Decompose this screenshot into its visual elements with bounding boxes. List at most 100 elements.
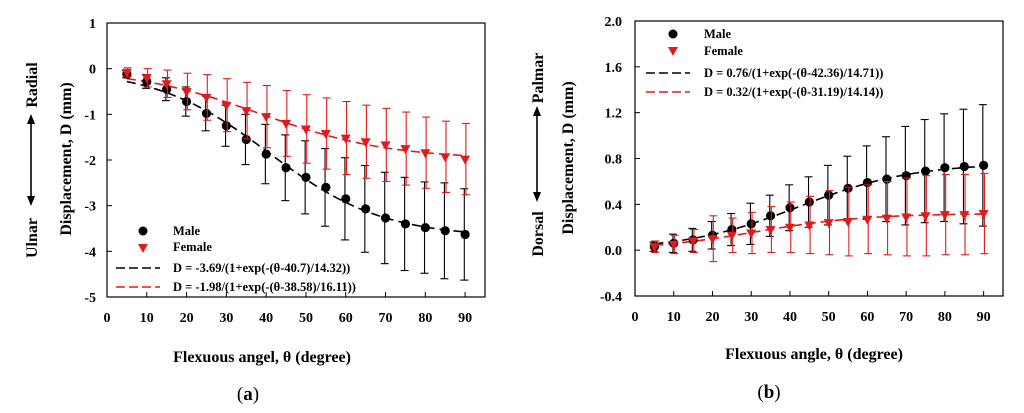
panel-a-point-female (241, 107, 252, 117)
panel-b-x-tick-label: 60 (860, 310, 874, 325)
panel-a-double-arrow-icon (27, 114, 35, 206)
panel-b-y-tick-label: 1.2 (605, 107, 623, 122)
panel-b-y-tick-label: -0.4 (600, 290, 622, 305)
panel-b-point-female (959, 211, 970, 221)
panel-b-x-tick-label: 90 (977, 310, 991, 325)
panel-a-point-female (261, 113, 272, 123)
panel-a-point-female (440, 153, 451, 163)
panel-b-point-male (959, 161, 969, 172)
panel-a-point-female (340, 134, 351, 144)
panel-a-x-tick-label: 60 (339, 311, 353, 326)
panel-b-point-female (668, 240, 679, 250)
panel-a-point-female (400, 145, 411, 155)
panel-a-legend-male-label: Male (173, 224, 201, 238)
panel-b-point-male (765, 211, 776, 221)
panel-a-side-label-ulnar: Ulnar (24, 218, 41, 258)
panel-b-side-label-palmar: Palmar (530, 53, 547, 104)
panel-a-point-female (320, 130, 331, 140)
panel-b-point-male (979, 160, 989, 170)
panel-a-caption: (a) (237, 384, 259, 405)
panel-b-legend: Male Female D = 0.76/(1+exp(-(θ-42.36)/1… (646, 27, 883, 99)
panel-a-y-tick-label: 1 (89, 17, 96, 32)
panel-b-point-female (939, 211, 950, 221)
panel-b-point-female (746, 229, 757, 239)
panel-a-legend-fit-male-label: D = -3.69/(1+exp(-(θ-40.7)/14.32)) (173, 261, 350, 275)
panel-a-point-male (420, 222, 430, 233)
panel-a-x-tick-label: 0 (104, 311, 111, 326)
panel-b-x-tick-label: 80 (938, 310, 952, 325)
panel-b-caption: (b) (757, 382, 780, 403)
panel-a-point-male (221, 121, 231, 131)
panel-a-point-female (141, 74, 152, 84)
panel-b-legend-female-marker (668, 47, 678, 56)
panel-b-y-tick-label: 0.8 (605, 153, 623, 168)
panel-a-legend-female-marker (138, 244, 148, 253)
panel-a-point-female (201, 93, 212, 103)
panel-b-x-tick-label: 30 (744, 310, 758, 325)
panel-b-point-male (901, 171, 911, 181)
panel-a-axes: 0 10 20 30 40 50 60 70 80 90 -5 -4 -3 -2 -1 0 1 (84, 17, 486, 326)
panel-a-point-male (181, 96, 192, 107)
panel-a-chart: 0 10 20 30 40 50 60 70 80 90 -5 -4 -3 -2 -1 0 1 Flexuous… (24, 17, 486, 405)
panel-a-y-tick-label: 0 (89, 63, 96, 78)
panel-b-legend-male-label: Male (704, 27, 732, 41)
panel-a-point-male (380, 213, 391, 223)
panel-a-point-female (121, 68, 132, 78)
panel-a-point-male (440, 226, 450, 236)
panel-a-y-tick-label: -2 (84, 154, 96, 169)
panel-b-point-female (688, 237, 699, 247)
panel-a-plot-frame (106, 22, 486, 298)
panel-b-legend-male-marker (668, 29, 678, 39)
panel-b-x-tick-label: 20 (705, 310, 719, 325)
panel-b-y-tick-label: 0.0 (605, 244, 623, 259)
panel-b-point-female (765, 226, 776, 236)
panel-b-x-tick-label: 40 (783, 310, 797, 325)
panel-b-point-male (824, 190, 834, 200)
panel-a-x-tick-label: 40 (259, 311, 273, 326)
panel-a-x-tick-label: 80 (418, 311, 432, 326)
panel-a-point-female (181, 88, 192, 97)
panel-a-x-tick-label: 50 (299, 311, 313, 326)
panel-a-y-tick-label: -4 (84, 245, 96, 260)
panel-b-point-female (978, 210, 989, 219)
panel-a-legend-fit-female-label: D = -1.98/(1+exp(-(θ-38.58)/16.11)) (173, 280, 356, 294)
panel-a-x-tick-label: 70 (379, 311, 393, 326)
panel-b-point-female (901, 213, 912, 223)
panel-b-point-female (823, 219, 834, 229)
panel-b-point-female (804, 221, 815, 231)
panel-b-point-female (707, 235, 718, 245)
panel-a-point-male (301, 172, 311, 182)
panel-b-legend-female-label: Female (704, 44, 743, 58)
panel-b-point-male (843, 183, 853, 193)
panel-b-chart: 0 10 20 30 40 50 60 70 80 90 -0.4 0.0 0.4 0.8 1.2 1.6 2.… (530, 15, 1004, 403)
panel-b-point-male (746, 219, 756, 229)
panel-a-point-male (321, 182, 331, 192)
panel-a-point-female (460, 155, 471, 165)
panel-b-point-female (881, 214, 892, 224)
panel-a-side-label-radial: Radial (24, 62, 41, 108)
panel-a-point-female (380, 141, 391, 151)
panel-a-y-tick-label: -5 (84, 291, 96, 306)
panel-b-y-axis-label: Displacement, D (mm) (560, 81, 577, 234)
panel-a-point-male (460, 229, 470, 240)
panel-a-point-female (360, 138, 371, 148)
panel-a-x-tick-label: 90 (458, 311, 472, 326)
panel-b-point-female (843, 218, 854, 228)
panel-b-x-axis-label: Flexuous angle, θ (degree) (725, 346, 903, 363)
panel-a-point-male (281, 163, 291, 173)
panel-a-x-tick-label: 10 (140, 311, 154, 326)
panel-b-x-tick-label: 50 (822, 310, 836, 325)
panel-b-point-female (862, 215, 873, 225)
panel-b-x-tick-label: 70 (899, 310, 913, 325)
panel-b-x-tick-label: 0 (632, 310, 639, 325)
panel-b-point-female (784, 223, 795, 233)
panel-a-point-female (281, 119, 292, 129)
panel-b-point-male (882, 174, 892, 184)
panel-b-plot-area (649, 104, 989, 263)
panel-b-x-tick-label: 10 (667, 310, 681, 325)
panel-a-point-male (261, 149, 271, 159)
panel-a-legend-male-marker (138, 226, 148, 236)
panel-b-side-label-dorsal: Dorsal (530, 211, 547, 257)
panel-b-fit-curve-male (654, 165, 984, 245)
